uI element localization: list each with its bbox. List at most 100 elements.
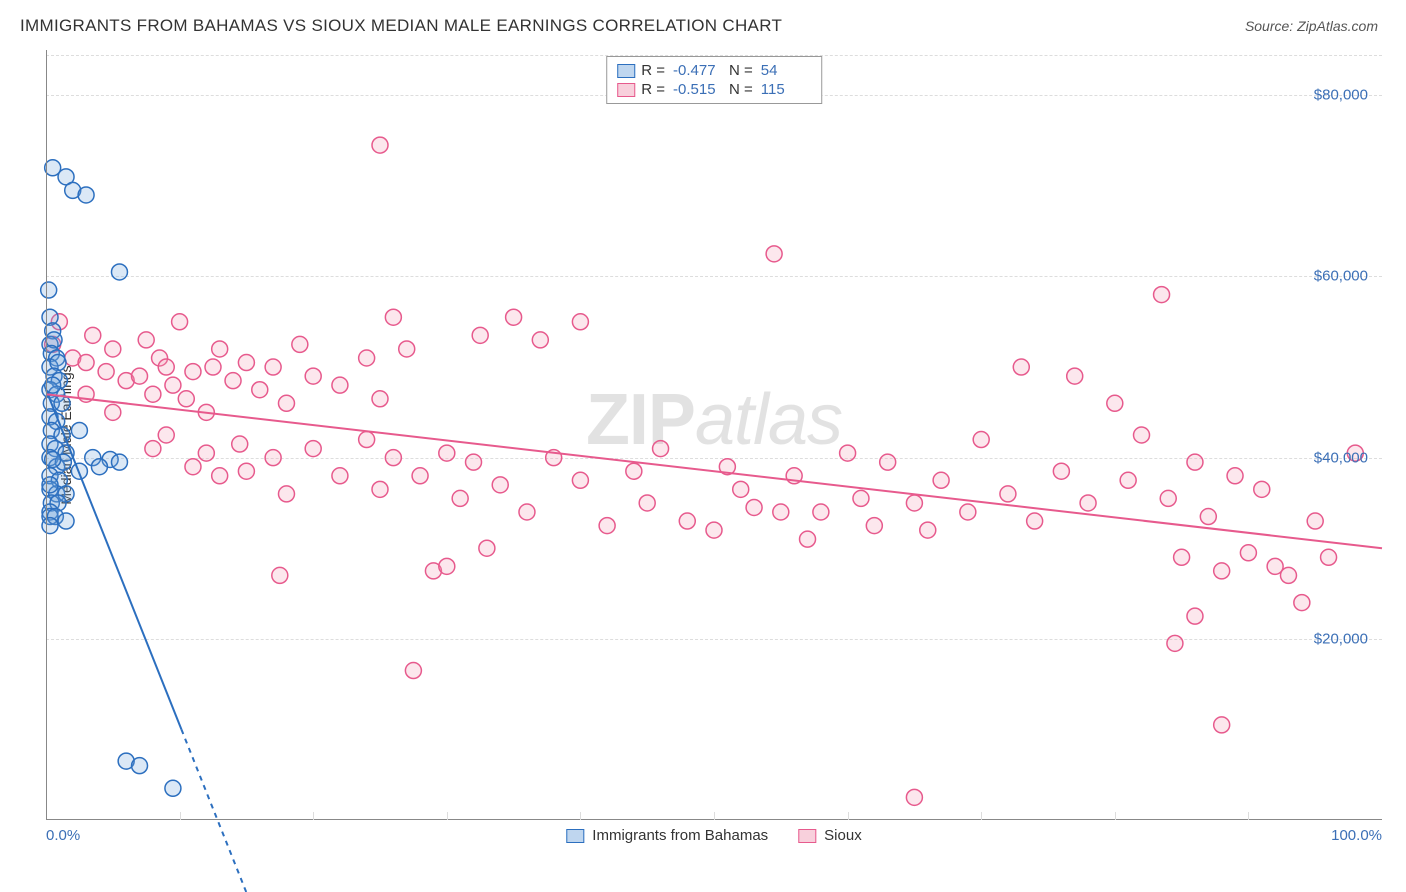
legend-row-sioux: R = -0.515 N = 115 (617, 80, 811, 99)
data-point-bahamas (41, 282, 57, 298)
legend-label-sioux: Sioux (824, 827, 862, 844)
data-point-sioux (439, 445, 455, 461)
data-point-bahamas (71, 422, 87, 438)
data-point-bahamas (91, 459, 107, 475)
data-point-sioux (165, 377, 181, 393)
data-point-sioux (372, 481, 388, 497)
data-point-sioux (1294, 595, 1310, 611)
data-point-sioux (1154, 287, 1170, 303)
series-legend: Immigrants from Bahamas Sioux (566, 827, 861, 844)
data-point-sioux (359, 432, 375, 448)
data-point-sioux (1174, 549, 1190, 565)
data-point-sioux (1080, 495, 1096, 511)
data-point-bahamas (111, 454, 127, 470)
scatter-plot-svg (46, 50, 1382, 820)
data-point-sioux (198, 445, 214, 461)
data-point-sioux (1134, 427, 1150, 443)
data-point-sioux (272, 567, 288, 583)
data-point-sioux (1280, 567, 1296, 583)
data-point-sioux (1187, 608, 1203, 624)
y-tick-label: $60,000 (1314, 268, 1368, 285)
data-point-sioux (1307, 513, 1323, 529)
legend-item-bahamas: Immigrants from Bahamas (566, 827, 768, 844)
data-point-sioux (225, 373, 241, 389)
y-tick-label: $40,000 (1314, 449, 1368, 466)
data-point-sioux (439, 558, 455, 574)
data-point-sioux (145, 441, 161, 457)
data-point-sioux (1160, 490, 1176, 506)
r-label: R = (641, 62, 665, 79)
x-tick-start: 0.0% (46, 827, 80, 844)
data-point-sioux (385, 309, 401, 325)
data-point-bahamas (78, 187, 94, 203)
data-point-sioux (212, 468, 228, 484)
data-point-sioux (412, 468, 428, 484)
plot-area: Median Male Earnings ZIPatlas 0.0% 100.0… (46, 50, 1382, 820)
data-point-sioux (746, 499, 762, 515)
data-point-sioux (1000, 486, 1016, 502)
data-point-sioux (265, 450, 281, 466)
data-point-sioux (385, 450, 401, 466)
data-point-sioux (960, 504, 976, 520)
header: IMMIGRANTS FROM BAHAMAS VS SIOUX MEDIAN … (0, 0, 1406, 46)
data-point-sioux (1227, 468, 1243, 484)
y-axis (46, 50, 47, 820)
data-point-sioux (1027, 513, 1043, 529)
n-label: N = (729, 81, 753, 98)
x-tick-end: 100.0% (1331, 827, 1382, 844)
data-point-sioux (773, 504, 789, 520)
data-point-bahamas (42, 477, 58, 493)
data-point-sioux (599, 518, 615, 534)
data-point-sioux (1167, 635, 1183, 651)
data-point-sioux (278, 395, 294, 411)
data-point-sioux (506, 309, 522, 325)
y-tick-label: $80,000 (1314, 87, 1368, 104)
data-point-sioux (1013, 359, 1029, 375)
swatch-sioux (617, 83, 635, 97)
data-point-sioux (205, 359, 221, 375)
data-point-sioux (1240, 545, 1256, 561)
data-point-sioux (1067, 368, 1083, 384)
data-point-bahamas (165, 780, 181, 796)
data-point-sioux (305, 368, 321, 384)
data-point-sioux (172, 314, 188, 330)
data-point-sioux (906, 789, 922, 805)
data-point-sioux (639, 495, 655, 511)
legend-row-bahamas: R = -0.477 N = 54 (617, 61, 811, 80)
data-point-sioux (479, 540, 495, 556)
legend-label-bahamas: Immigrants from Bahamas (592, 827, 768, 844)
r-label: R = (641, 81, 665, 98)
y-tick-label: $20,000 (1314, 630, 1368, 647)
data-point-sioux (880, 454, 896, 470)
data-point-bahamas (132, 758, 148, 774)
x-minor-tick (580, 812, 581, 820)
x-minor-tick (447, 812, 448, 820)
data-point-sioux (853, 490, 869, 506)
data-point-sioux (466, 454, 482, 470)
data-point-sioux (185, 459, 201, 475)
data-point-sioux (145, 386, 161, 402)
data-point-sioux (1053, 463, 1069, 479)
data-point-sioux (933, 472, 949, 488)
data-point-sioux (332, 468, 348, 484)
source-attribution: Source: ZipAtlas.com (1245, 18, 1378, 34)
data-point-sioux (132, 368, 148, 384)
data-point-sioux (158, 427, 174, 443)
data-point-bahamas (111, 264, 127, 280)
data-point-sioux (372, 391, 388, 407)
x-minor-tick (1248, 812, 1249, 820)
x-minor-tick (848, 812, 849, 820)
trend-line-bahamas (181, 729, 246, 892)
r-value-bahamas: -0.477 (673, 62, 723, 79)
data-point-sioux (359, 350, 375, 366)
data-point-sioux (85, 327, 101, 343)
data-point-sioux (866, 518, 882, 534)
correlation-legend: R = -0.477 N = 54 R = -0.515 N = 115 (606, 56, 822, 104)
data-point-sioux (492, 477, 508, 493)
data-point-sioux (98, 364, 114, 380)
data-point-sioux (238, 355, 254, 371)
data-point-sioux (138, 332, 154, 348)
data-point-sioux (733, 481, 749, 497)
data-point-sioux (1120, 472, 1136, 488)
r-value-sioux: -0.515 (673, 81, 723, 98)
